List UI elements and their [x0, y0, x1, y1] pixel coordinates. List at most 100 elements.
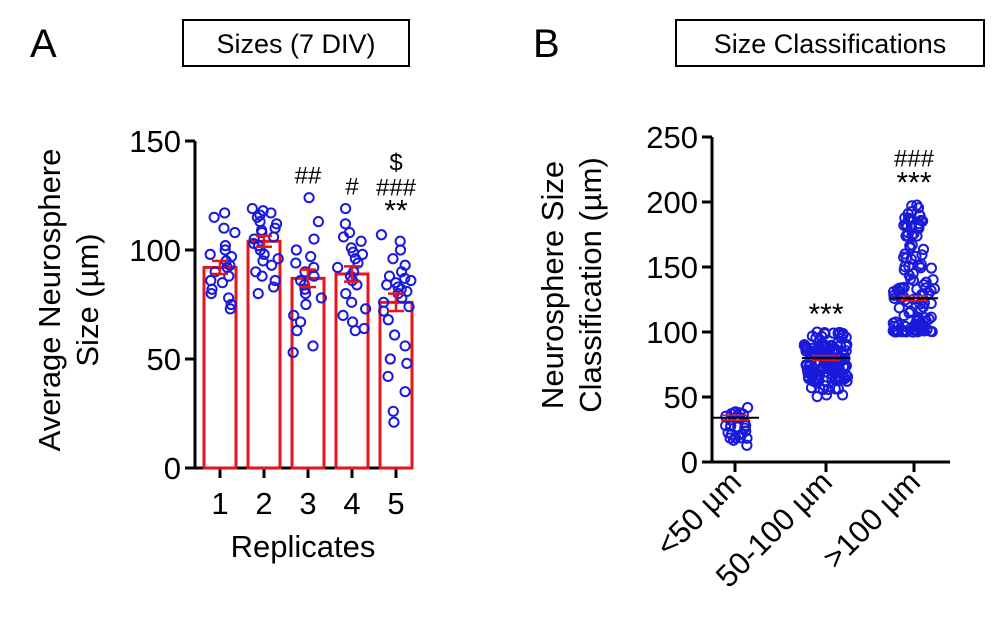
panel-b-data-point [920, 276, 932, 288]
panel-a-data-point [205, 288, 217, 300]
panel-b-points [720, 199, 940, 451]
panel-b-letter: B [533, 22, 560, 66]
panel-a-data-point [308, 233, 320, 245]
panel-a-axes: 0 50 100 150 1 2 3 4 5 [129, 124, 412, 521]
panel-a-data-point [223, 270, 235, 282]
panel-a-data-point [204, 248, 216, 260]
panel-b-data-point [807, 369, 819, 381]
panel-a-significance-label: ### [376, 175, 417, 202]
panel-a-data-point [266, 259, 278, 271]
panel-a-data-point [387, 253, 399, 265]
panel-b-data-point [826, 372, 838, 384]
panel-a-data-point [388, 329, 401, 341]
panel-a-data-point [339, 218, 352, 230]
panel-b-data-point [814, 368, 826, 380]
panel-a-data-point [315, 292, 327, 304]
panel-b-data-point [722, 427, 734, 439]
panel-a-data-point [299, 283, 311, 295]
panel-a-bar [290, 276, 326, 470]
panel-b-data-point [893, 319, 905, 331]
panel-b-title-box [675, 19, 985, 67]
panel-b-data-point [915, 262, 927, 274]
panel-b-data-point [925, 311, 937, 323]
panel-a-x-tick-label: 2 [255, 486, 272, 521]
panel-a-data-point [218, 222, 230, 234]
panel-a-data-point [229, 226, 241, 239]
panel-a-data-point [256, 226, 268, 239]
panel-a-data-point [256, 270, 268, 282]
panel-b-data-point [898, 251, 910, 263]
panel-a-letter: A [30, 22, 57, 66]
panel-b-data-point [911, 230, 923, 242]
panel-a-data-point [387, 405, 399, 417]
panel-b-significance-label: ### [894, 146, 935, 173]
panel-a-data-point [339, 202, 352, 215]
panel-b-data-point [925, 262, 937, 274]
panel-b-data-point [814, 333, 826, 346]
panel-a-data-point [395, 266, 408, 278]
panel-a-data-point [405, 274, 417, 287]
panel-a-data-point [399, 272, 411, 284]
panel-b-data-point [834, 327, 846, 339]
panel-a-data-point [303, 192, 315, 204]
panel-b-data-point [927, 274, 939, 286]
panel-a-significance-label: ** [384, 195, 408, 228]
panel-b-y-tick-label: 50 [664, 380, 698, 415]
panel-a-data-point [252, 288, 264, 300]
panel-a-significance-label: ## [295, 163, 322, 190]
panel-a-x-tick-label: 3 [299, 486, 316, 521]
panel-a-data-point [349, 325, 361, 337]
panel-b-data-point [915, 317, 927, 329]
panel-a-data-point [246, 202, 258, 215]
panel-a-data-point [219, 240, 231, 252]
panel-a-points [204, 192, 417, 428]
panel-a-data-point [332, 261, 344, 274]
panel-a-data-point [394, 244, 407, 256]
panel-a-data-point [305, 250, 317, 263]
panel-b-data-point [898, 281, 910, 294]
panel-a-data-point [381, 279, 393, 291]
panel-b-data-point [925, 284, 937, 297]
panel-b-y-tick-label: 100 [646, 315, 698, 350]
panel-a-significance-label: # [345, 174, 359, 201]
panel-b-y-axis-title-line1: Neurosphere Size [535, 161, 570, 409]
panel-b-data-point [840, 368, 852, 381]
panel-a-data-point [312, 216, 324, 228]
panel-a-y-axis-title-line1: Average Neurosphere [32, 149, 67, 452]
panel-a-data-point [399, 340, 411, 352]
panel-a-y-tick-label: 50 [147, 342, 181, 377]
panel-a-x-axis-title: Replicates [231, 529, 376, 564]
panel-a-title: Sizes (7 DIV) [216, 29, 375, 59]
panel-a-data-point [265, 207, 277, 219]
panel-a-y-tick-label: 100 [129, 233, 181, 268]
panel-a-data-point [299, 266, 311, 278]
panel-b-x-tick-group: >100 µm [816, 464, 927, 575]
panel-a-data-point [223, 292, 235, 304]
panel-b-data-point [914, 298, 926, 310]
panel-b-data-point [725, 420, 737, 432]
panel-a-y-tick-label: 150 [129, 124, 181, 159]
panel-a-data-point [346, 296, 358, 308]
panel-a-data-point [307, 340, 319, 352]
panel-b-data-point [810, 358, 822, 370]
panel-b-y-tick-label: 0 [681, 445, 698, 480]
panel-a-data-point [206, 283, 218, 295]
panel-a-data-point [224, 303, 236, 315]
panel-b-y-tick-label: 200 [646, 185, 698, 220]
panel-a-data-point [300, 298, 312, 311]
panel-a-data-point [224, 259, 236, 271]
panel-b-y-tick-label: 250 [646, 120, 698, 155]
panel-a-data-point [337, 309, 349, 321]
panel-b-data-point [915, 303, 927, 315]
panel-b-data-point [818, 380, 831, 392]
panel-a-data-point [205, 274, 217, 287]
panel-b-x-tick-label: >100 µm [816, 464, 927, 575]
panel-a-data-point [267, 281, 280, 293]
panel-b-data-point [832, 383, 845, 395]
panel-b-data-point [829, 343, 841, 355]
panel-a-data-point [360, 303, 372, 315]
panel-b-title: Size Classifications [714, 29, 947, 59]
panel-b-data-point [840, 339, 852, 351]
